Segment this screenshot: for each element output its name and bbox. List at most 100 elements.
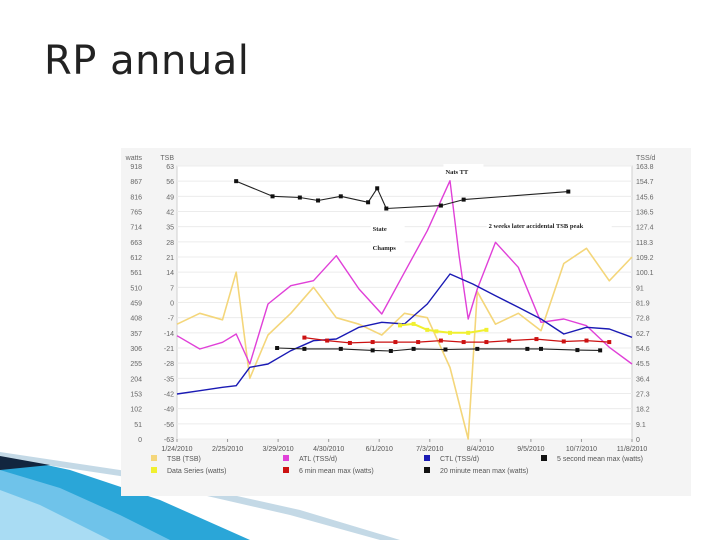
legend-label: 20 minute mean max (watts) xyxy=(440,468,528,475)
tsb-tick-label: -42 xyxy=(164,392,174,399)
5-second-mean-max-point xyxy=(566,189,571,194)
slide-title: RP annual xyxy=(44,38,250,84)
5-second-mean-max-point xyxy=(375,186,380,191)
legend-swatch xyxy=(541,455,547,461)
tss-tick-label: 81.9 xyxy=(636,301,650,308)
20-minute-mean-max-point xyxy=(539,346,543,351)
legend-swatch xyxy=(151,467,157,473)
tsb-tick-label: -63 xyxy=(164,437,174,444)
6-min-mean-max-point xyxy=(561,339,566,344)
watts-tick-label: 510 xyxy=(130,285,142,292)
5-second-mean-max-point xyxy=(234,179,239,184)
legend-label: CTL (TSS/d) xyxy=(440,456,479,463)
tss-tick-label: 118.3 xyxy=(636,240,653,247)
tss-tick-label: 9.1 xyxy=(636,422,646,429)
5-second-mean-max-point xyxy=(297,195,302,200)
legend-label: TSB (TSB) xyxy=(167,456,201,463)
data-series-point xyxy=(434,329,439,334)
chart-panel: 918 63 163.8 867 56 154.7 816 49 145.6 765 42 136.5… xyxy=(121,148,691,496)
6-min-mean-max-point xyxy=(438,338,443,343)
data-series-point xyxy=(466,330,471,335)
tsb-axis-header: TSB xyxy=(160,155,174,162)
tss-tick-label: 154.7 xyxy=(636,179,654,186)
x-tick-label: 11/8/2010 xyxy=(617,446,648,453)
legend-label: 6 min mean max (watts) xyxy=(299,468,374,475)
legend-swatch xyxy=(283,467,289,473)
annotation-nats-tt: Nats TT xyxy=(445,169,468,176)
6-min-mean-max-point xyxy=(347,340,352,345)
20-minute-mean-max-point xyxy=(370,348,375,353)
x-tick-label: 9/5/2010 xyxy=(517,446,544,453)
20-minute-mean-max-point xyxy=(411,346,416,351)
5-second-mean-max-point xyxy=(366,200,371,205)
annotation-bg xyxy=(486,219,612,231)
watts-tick-label: 765 xyxy=(130,210,142,217)
5-second-mean-max-point xyxy=(438,203,443,208)
6-min-mean-max-point xyxy=(416,340,421,345)
data-series-point xyxy=(397,323,402,328)
x-tick-label: 8/4/2010 xyxy=(467,446,494,453)
5-second-mean-max-point xyxy=(270,194,275,199)
5-second-mean-max-point xyxy=(316,198,321,203)
x-tick-label: 4/30/2010 xyxy=(313,446,344,453)
tss-tick-label: 18.2 xyxy=(636,407,650,414)
tsb-tick-label: -7 xyxy=(168,316,174,323)
tsb-tick-label: -28 xyxy=(164,361,174,368)
20-minute-mean-max-point xyxy=(475,346,480,351)
tss-tick-label: 54.6 xyxy=(636,346,650,353)
tsb-tick-label: -56 xyxy=(164,422,174,429)
watts-tick-label: 204 xyxy=(130,376,142,383)
tss-tick-label: 45.5 xyxy=(636,361,650,368)
6-min-mean-max-point xyxy=(461,340,466,345)
tss-tick-label: 72.8 xyxy=(636,316,650,323)
20-minute-mean-max-point xyxy=(275,346,280,350)
tsb-tick-label: 42 xyxy=(166,210,174,217)
legend-label: ATL (TSS/d) xyxy=(299,456,337,463)
tss-tick-label: 91 xyxy=(636,285,644,292)
watts-tick-label: 612 xyxy=(130,255,142,262)
tsb-tick-label: -35 xyxy=(164,376,174,383)
tsb-tick-label: 21 xyxy=(166,255,174,262)
annotation-tsb-peak: 2 weeks later accidental TSB peak xyxy=(489,223,584,230)
6-min-mean-max-point xyxy=(302,335,307,340)
x-tick-label: 10/7/2010 xyxy=(566,446,597,453)
annotation-state: State xyxy=(373,226,387,233)
x-tick-label: 1/24/2010 xyxy=(161,446,192,453)
20-minute-mean-max-line xyxy=(277,347,601,352)
tsb-tick-label: 0 xyxy=(170,301,174,308)
legend-label: Data Series (watts) xyxy=(167,468,227,475)
watts-tick-label: 867 xyxy=(130,179,142,186)
20-minute-mean-max-point xyxy=(338,346,343,351)
20-minute-mean-max-point xyxy=(302,346,307,351)
watts-tick-label: 153 xyxy=(130,392,142,399)
watts-tick-label: 918 xyxy=(130,164,142,171)
tss-tick-label: 109.2 xyxy=(636,255,654,262)
tsb-tick-label: 7 xyxy=(170,285,174,292)
watts-tick-label: 255 xyxy=(130,361,142,368)
tsb-tick-label: 35 xyxy=(166,225,174,232)
tss-tick-label: 136.5 xyxy=(636,210,654,217)
data-series-point xyxy=(425,327,430,332)
20-minute-mean-max-point xyxy=(443,347,448,352)
tsb-line xyxy=(176,247,633,440)
tss-tick-label: 0 xyxy=(636,437,640,444)
tsb-tick-label: 14 xyxy=(166,270,174,277)
watts-tick-label: 663 xyxy=(130,240,142,247)
legend-swatch xyxy=(424,455,430,461)
annotation-bg xyxy=(370,219,405,253)
watts-tick-label: 0 xyxy=(138,437,142,444)
legend-swatch xyxy=(283,455,289,461)
tsb-tick-label: -49 xyxy=(164,407,174,414)
tss-tick-label: 62.7 xyxy=(636,331,650,338)
20-minute-mean-max-point xyxy=(575,348,580,353)
tsb-tick-label: 49 xyxy=(166,194,174,201)
tss-tick-label: 163.8 xyxy=(636,164,654,171)
tsb-tick-label: -21 xyxy=(164,346,174,353)
tss-tick-label: 36.4 xyxy=(636,376,650,383)
5-second-mean-max-point xyxy=(461,197,466,202)
tsb-tick-label: 28 xyxy=(166,240,174,247)
watts-tick-label: 51 xyxy=(134,422,142,429)
watts-tick-label: 306 xyxy=(130,346,142,353)
tss-tick-label: 127.4 xyxy=(636,225,654,232)
